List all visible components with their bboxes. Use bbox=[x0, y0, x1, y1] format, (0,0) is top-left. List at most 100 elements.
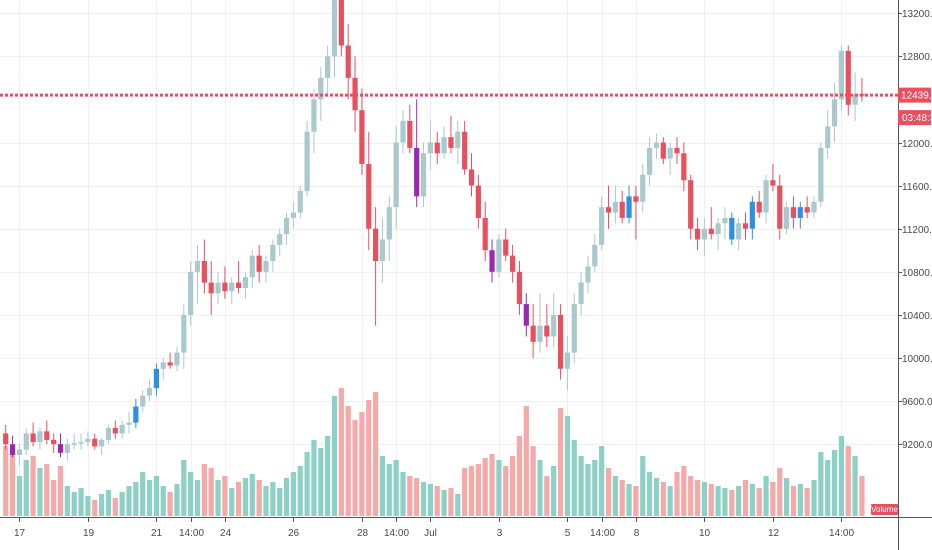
volume-bar bbox=[722, 488, 728, 516]
candle-body bbox=[592, 244, 598, 267]
candle-body bbox=[763, 180, 769, 213]
volume-bar bbox=[160, 486, 166, 516]
candle-body bbox=[3, 433, 9, 445]
candle-body bbox=[557, 314, 564, 369]
volume-bar bbox=[99, 494, 105, 516]
candle-body bbox=[256, 255, 262, 272]
volume-bar bbox=[482, 458, 488, 516]
candle-body bbox=[605, 207, 612, 213]
candle-body bbox=[366, 164, 372, 229]
candle-body bbox=[242, 277, 249, 288]
candle-body bbox=[790, 207, 797, 218]
candle-body bbox=[811, 201, 817, 213]
time-tick-label: 14:00 bbox=[179, 528, 204, 539]
candle-body bbox=[311, 99, 317, 132]
candle-body bbox=[174, 352, 180, 366]
price-tick-label: 11600.00 bbox=[902, 182, 932, 193]
volume-bar bbox=[790, 486, 797, 516]
candle-body bbox=[338, 0, 344, 46]
volume-bar bbox=[222, 476, 228, 516]
candle-body bbox=[674, 147, 680, 154]
volume-badge-bg bbox=[871, 504, 898, 515]
candle-body bbox=[701, 228, 707, 240]
volume-bar bbox=[359, 412, 365, 516]
candle-body bbox=[37, 431, 43, 443]
time-tick-label: 5 bbox=[565, 528, 571, 539]
candle-body bbox=[838, 50, 844, 100]
time-tick-label: 19 bbox=[83, 528, 95, 539]
candle-body bbox=[167, 362, 173, 366]
volume-bar bbox=[571, 440, 577, 516]
time-tick-label: 21 bbox=[151, 528, 163, 539]
volume-bar bbox=[749, 484, 755, 516]
candle-body bbox=[64, 444, 70, 453]
candle-body bbox=[626, 196, 632, 218]
price-tick-label: 10000.00 bbox=[902, 354, 932, 365]
volume-bar bbox=[640, 456, 646, 516]
candle-body bbox=[263, 261, 269, 272]
candle-body bbox=[85, 438, 91, 443]
candle-body bbox=[215, 282, 221, 294]
candle-body bbox=[537, 325, 543, 342]
volume-bar bbox=[420, 482, 427, 516]
candle-body bbox=[379, 239, 386, 262]
candle-body bbox=[475, 185, 481, 218]
candle-body bbox=[414, 147, 420, 197]
volume-bar bbox=[777, 468, 783, 516]
candle-body bbox=[599, 207, 605, 245]
volume-bar bbox=[208, 468, 214, 516]
volume-bar bbox=[249, 474, 255, 516]
candle-body bbox=[585, 266, 591, 283]
volume-bar bbox=[304, 452, 310, 516]
volume-bar bbox=[256, 480, 262, 516]
candle-body bbox=[345, 45, 351, 78]
candle-body bbox=[23, 433, 29, 450]
time-axis[interactable]: 17 19 21 14:00 24 26 28 14:00 Jul 3 5 14:00 8 10 12 14:… bbox=[14, 517, 855, 539]
volume-bar bbox=[797, 484, 803, 516]
candle-body bbox=[30, 433, 36, 443]
time-tick-label: 26 bbox=[288, 528, 300, 539]
candle-body bbox=[194, 261, 201, 272]
volume-bar bbox=[283, 478, 290, 516]
candle-body bbox=[236, 282, 242, 288]
price-tick-label: 9200.00 bbox=[902, 440, 932, 451]
candle-body bbox=[146, 388, 153, 396]
candle-body bbox=[112, 428, 118, 434]
volume-bar bbox=[352, 420, 358, 516]
candle-body bbox=[441, 137, 447, 154]
volume-bar bbox=[119, 492, 125, 516]
volume-bar bbox=[544, 476, 550, 516]
price-tick-label: 10400.00 bbox=[902, 311, 932, 322]
candle-body bbox=[51, 439, 57, 445]
candle-body bbox=[99, 439, 105, 447]
volume-bar bbox=[373, 392, 379, 516]
volume-bar bbox=[407, 476, 413, 516]
candle-body bbox=[92, 438, 98, 447]
countdown-badge-bg bbox=[898, 110, 931, 126]
candle-body bbox=[667, 147, 673, 159]
volume-bar bbox=[736, 486, 742, 516]
volume-bar bbox=[242, 478, 249, 516]
candle-body bbox=[57, 444, 64, 453]
candle-body bbox=[612, 201, 618, 213]
candle-body bbox=[208, 282, 214, 294]
candle-body bbox=[71, 443, 77, 445]
candle-body bbox=[482, 217, 488, 251]
volume-bar bbox=[510, 456, 516, 516]
volume-bar bbox=[434, 486, 440, 516]
volume-bar bbox=[647, 472, 653, 516]
volume-bar bbox=[503, 466, 509, 516]
volume-bar bbox=[140, 472, 146, 516]
volume-bar bbox=[585, 464, 591, 516]
volume-bar bbox=[194, 480, 201, 516]
volume-axis-label: Volume bbox=[871, 505, 898, 514]
volume-bar bbox=[496, 460, 502, 516]
volume-bar bbox=[530, 446, 536, 516]
volume-bar bbox=[729, 490, 735, 516]
candle-body bbox=[503, 239, 509, 256]
candle-body bbox=[619, 201, 625, 218]
volume-bar bbox=[852, 456, 858, 516]
volume-bar bbox=[475, 464, 481, 516]
price-axis[interactable]: 9200.00 9600.00 10000.00 10400.00 10800.00 11… bbox=[898, 0, 932, 451]
